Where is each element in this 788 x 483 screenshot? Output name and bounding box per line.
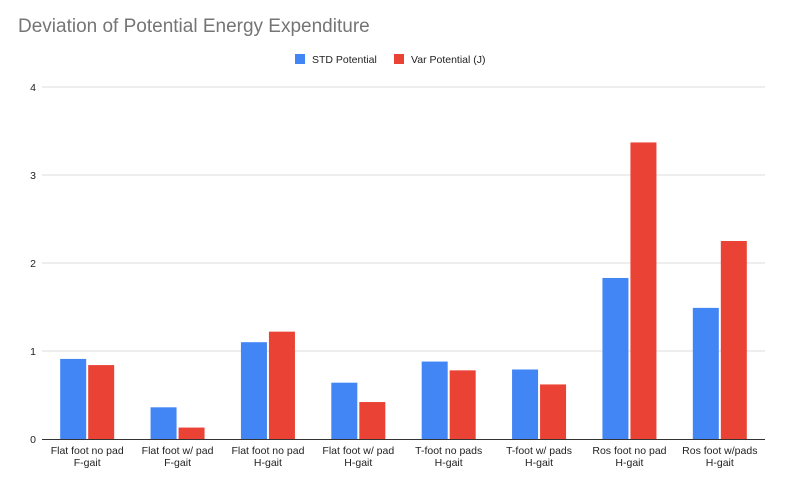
x-tick-label: F-gait bbox=[74, 457, 101, 469]
x-tick-label: Ros foot no pad bbox=[592, 445, 666, 457]
y-tick-label: 1 bbox=[30, 346, 36, 358]
bar-var-potential[interactable] bbox=[540, 384, 567, 439]
legend-label: STD Potential bbox=[312, 54, 377, 66]
bar-var-potential[interactable] bbox=[359, 402, 386, 439]
bar-std-potential[interactable] bbox=[150, 407, 177, 439]
legend-swatch bbox=[394, 54, 404, 64]
bar-var-potential[interactable] bbox=[88, 365, 115, 439]
x-tick-label: H-gait bbox=[435, 457, 463, 469]
bar-std-potential[interactable] bbox=[692, 307, 719, 439]
x-tick-label: F-gait bbox=[164, 457, 191, 469]
x-tick-label: T-foot w/ pads bbox=[506, 445, 572, 457]
bar-std-potential[interactable] bbox=[331, 382, 358, 439]
bar-var-potential[interactable] bbox=[178, 427, 205, 439]
x-tick-label: Flat foot w/ pad bbox=[142, 445, 214, 457]
x-tick-label: H-gait bbox=[254, 457, 282, 469]
x-tick-label: Ros foot w/pads bbox=[682, 445, 757, 457]
bar-std-potential[interactable] bbox=[512, 369, 539, 439]
bar-var-potential[interactable] bbox=[630, 142, 657, 439]
chart-title: Deviation of Potential Energy Expenditur… bbox=[18, 16, 370, 37]
bar-var-potential[interactable] bbox=[268, 331, 295, 439]
y-tick-label: 4 bbox=[30, 82, 36, 94]
x-tick-label: Flat foot no pad bbox=[231, 445, 304, 457]
x-tick-label: H-gait bbox=[525, 457, 553, 469]
x-tick-label: H-gait bbox=[615, 457, 643, 469]
legend-label: Var Potential (J) bbox=[411, 54, 486, 66]
bar-var-potential[interactable] bbox=[720, 241, 747, 439]
y-tick-label: 3 bbox=[30, 170, 36, 182]
grid-layer bbox=[42, 86, 765, 352]
legend-swatch bbox=[295, 54, 305, 64]
bar-std-potential[interactable] bbox=[240, 342, 267, 439]
bar-var-potential[interactable] bbox=[449, 370, 476, 439]
x-tick-label: H-gait bbox=[344, 457, 372, 469]
bar-std-potential[interactable] bbox=[602, 277, 629, 439]
legend: STD Potential Var Potential (J) bbox=[295, 54, 486, 66]
bar-std-potential[interactable] bbox=[60, 358, 87, 439]
y-tick-label: 0 bbox=[30, 434, 36, 446]
x-tick-label: Flat foot no pad bbox=[51, 445, 124, 457]
x-tick-label: H-gait bbox=[706, 457, 734, 469]
bar-layer bbox=[60, 142, 747, 439]
x-tick-label: T-foot no pads bbox=[415, 445, 482, 457]
x-tick-label: Flat foot w/ pad bbox=[322, 445, 394, 457]
bar-std-potential[interactable] bbox=[421, 361, 448, 439]
y-tick-label: 2 bbox=[30, 258, 36, 270]
